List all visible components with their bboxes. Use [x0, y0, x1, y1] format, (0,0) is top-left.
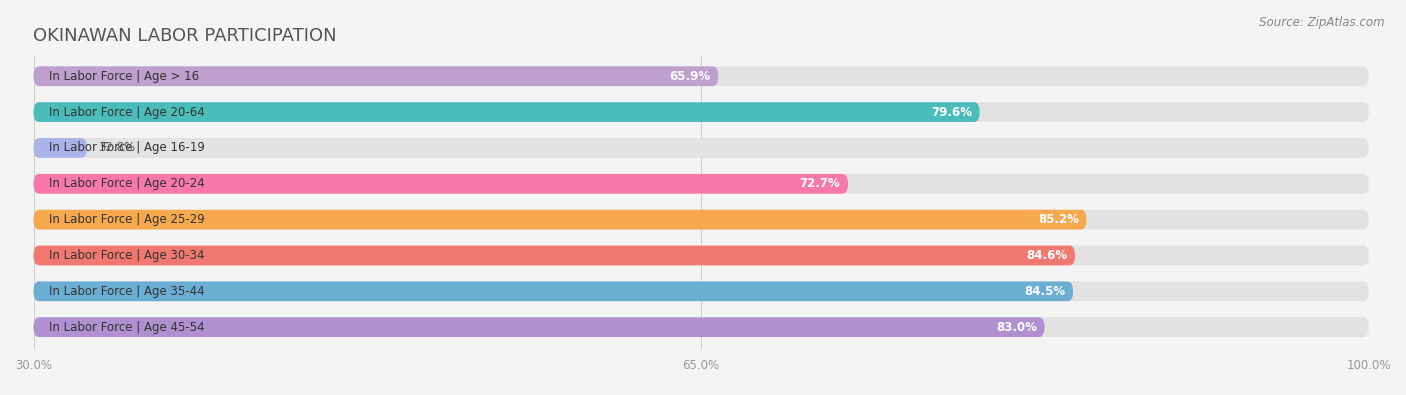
FancyBboxPatch shape — [34, 138, 87, 158]
Text: In Labor Force | Age 35-44: In Labor Force | Age 35-44 — [49, 285, 204, 298]
Text: 84.5%: 84.5% — [1025, 285, 1066, 298]
FancyBboxPatch shape — [34, 174, 848, 194]
Text: OKINAWAN LABOR PARTICIPATION: OKINAWAN LABOR PARTICIPATION — [34, 27, 337, 45]
Text: In Labor Force | Age 45-54: In Labor Force | Age 45-54 — [49, 321, 204, 334]
Text: 65.9%: 65.9% — [669, 70, 710, 83]
Text: 84.6%: 84.6% — [1026, 249, 1067, 262]
FancyBboxPatch shape — [34, 317, 1369, 337]
FancyBboxPatch shape — [34, 102, 980, 122]
FancyBboxPatch shape — [34, 210, 1087, 229]
FancyBboxPatch shape — [34, 246, 1369, 265]
Text: In Labor Force | Age 20-24: In Labor Force | Age 20-24 — [49, 177, 204, 190]
FancyBboxPatch shape — [34, 102, 1369, 122]
Text: 85.2%: 85.2% — [1038, 213, 1078, 226]
Text: In Labor Force | Age > 16: In Labor Force | Age > 16 — [49, 70, 198, 83]
Text: 79.6%: 79.6% — [931, 105, 972, 118]
Text: 83.0%: 83.0% — [995, 321, 1036, 334]
FancyBboxPatch shape — [34, 210, 1369, 229]
FancyBboxPatch shape — [34, 66, 718, 86]
Text: In Labor Force | Age 25-29: In Labor Force | Age 25-29 — [49, 213, 204, 226]
Text: 72.7%: 72.7% — [800, 177, 841, 190]
FancyBboxPatch shape — [34, 282, 1369, 301]
FancyBboxPatch shape — [34, 246, 1076, 265]
FancyBboxPatch shape — [34, 174, 1369, 194]
FancyBboxPatch shape — [34, 317, 1045, 337]
Text: Source: ZipAtlas.com: Source: ZipAtlas.com — [1260, 16, 1385, 29]
Text: 32.8%: 32.8% — [98, 141, 135, 154]
FancyBboxPatch shape — [34, 138, 1369, 158]
Text: In Labor Force | Age 30-34: In Labor Force | Age 30-34 — [49, 249, 204, 262]
FancyBboxPatch shape — [34, 282, 1073, 301]
Text: In Labor Force | Age 20-64: In Labor Force | Age 20-64 — [49, 105, 204, 118]
FancyBboxPatch shape — [34, 66, 1369, 86]
Text: In Labor Force | Age 16-19: In Labor Force | Age 16-19 — [49, 141, 205, 154]
